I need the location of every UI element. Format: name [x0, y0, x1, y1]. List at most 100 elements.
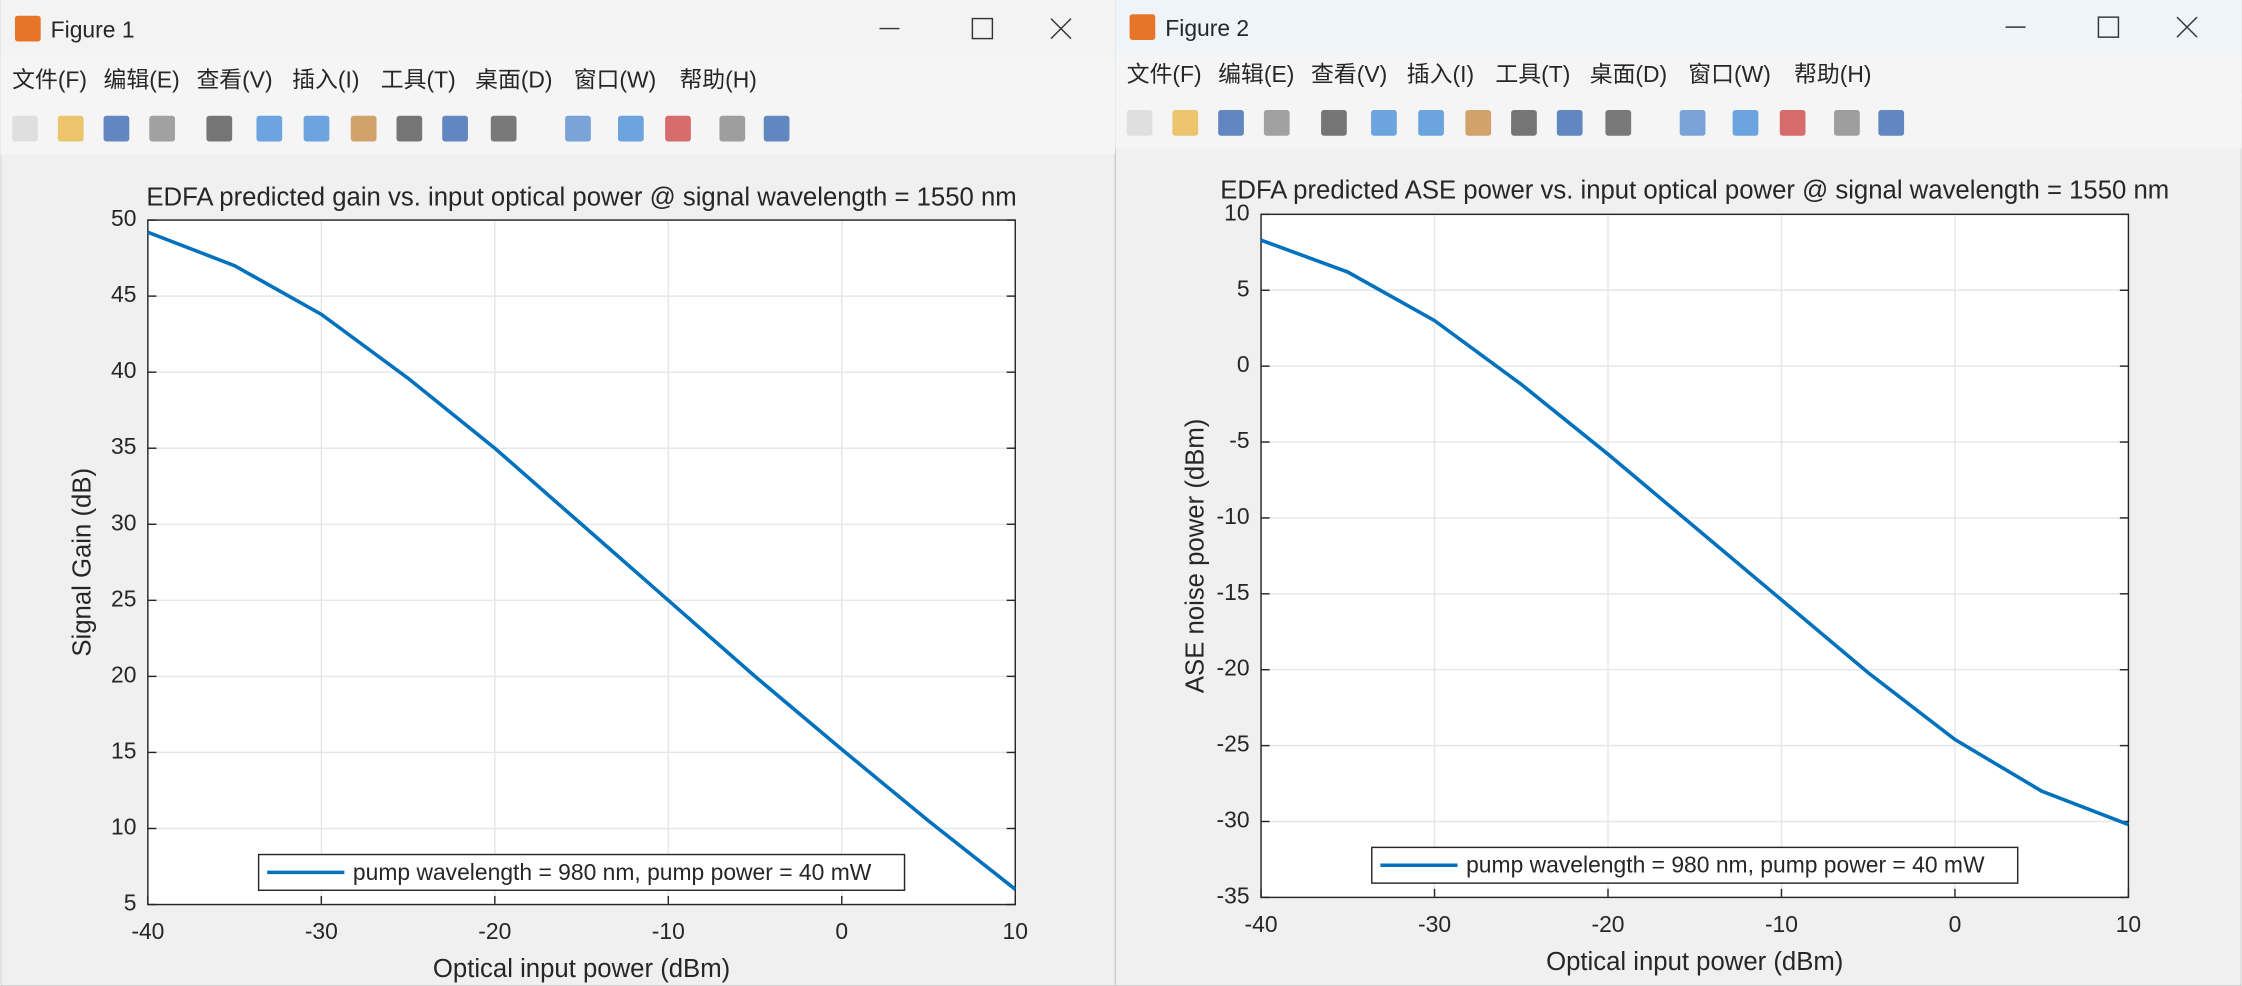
x-tick-label: -30	[1418, 911, 1451, 937]
window-title: Figure 2	[1165, 15, 1249, 41]
x-tick-label: 10	[2116, 911, 2141, 937]
menu-bar	[1115, 54, 2242, 98]
toolbar-button[interactable]	[1263, 110, 1290, 136]
toolbar-button[interactable]	[103, 115, 130, 142]
figure-window: Figure 1 文件(F) 编辑(E) 查看(V) 插入(I) 工具(T) 桌面(D) 窗口…	[0, 0, 1116, 986]
x-axis-label: Optical input power (dBm)	[433, 955, 730, 983]
close-button[interactable]	[2176, 16, 2198, 38]
menu-item[interactable]: 编辑(E)	[1218, 61, 1294, 87]
menu-item[interactable]: 窗口(W)	[1688, 61, 1771, 87]
menu-item[interactable]: 查看(V)	[196, 66, 272, 92]
toolbar-button[interactable]	[1218, 110, 1244, 136]
toolbar-button[interactable]	[1679, 110, 1706, 136]
menu-item[interactable]: 桌面(D)	[1590, 61, 1667, 87]
menu-item[interactable]: 帮助(H)	[1794, 61, 1871, 87]
maximize-button[interactable]	[971, 17, 994, 40]
menu-item[interactable]: 查看(V)	[1311, 61, 1387, 87]
menu-item[interactable]: 帮助(H)	[679, 66, 756, 92]
legend-label: pump wavelength = 980 nm, pump power = 4…	[1466, 852, 1985, 878]
toolbar-button[interactable]	[149, 115, 176, 142]
toolbar-button[interactable]	[303, 115, 330, 142]
toolbar-button[interactable]	[617, 115, 644, 142]
menu-item[interactable]: 文件(F)	[12, 66, 87, 92]
toolbar-button[interactable]	[350, 115, 377, 142]
toolbar-button[interactable]	[57, 115, 84, 142]
toolbar-button[interactable]	[12, 115, 38, 142]
x-tick-label: -40	[131, 918, 164, 944]
y-tick-label: -20	[1217, 655, 1250, 681]
menu-item[interactable]: 插入(I)	[292, 66, 359, 92]
toolbar-button[interactable]	[1126, 110, 1153, 136]
x-tick-label: -20	[1591, 911, 1624, 937]
toolbar-button[interactable]	[396, 115, 423, 142]
toolbar-button[interactable]	[1371, 110, 1397, 136]
y-tick-label: -30	[1217, 807, 1250, 833]
y-tick-label: -15	[1217, 579, 1250, 605]
y-tick-label: 50	[111, 205, 136, 231]
toolbar-button[interactable]	[1172, 110, 1199, 136]
toolbar-button[interactable]	[1878, 110, 1905, 136]
menu-item[interactable]: 工具(T)	[1495, 61, 1570, 87]
menu-item[interactable]: 桌面(D)	[475, 66, 552, 92]
plot-area	[147, 220, 1016, 905]
toolbar-button[interactable]	[1834, 110, 1860, 136]
x-tick-label: 0	[835, 918, 848, 944]
toolbar-button[interactable]	[256, 115, 283, 142]
axes-box	[1260, 213, 2130, 899]
close-button[interactable]	[1050, 18, 1072, 40]
maximize-button[interactable]	[2097, 16, 2120, 38]
x-tick-label: 10	[1003, 918, 1028, 944]
menu-item[interactable]: 插入(I)	[1407, 61, 1474, 87]
toolbar-button[interactable]	[1321, 110, 1347, 136]
toolbar-button[interactable]	[665, 115, 691, 142]
toolbar-button[interactable]	[442, 115, 468, 142]
toolbar-button[interactable]	[1511, 110, 1537, 136]
title-bar	[0, 0, 1116, 58]
y-tick-label: 20	[111, 661, 136, 687]
y-tick-label: -35	[1217, 882, 1250, 908]
toolbar-button[interactable]	[1732, 110, 1759, 136]
x-tick-label: 0	[1949, 911, 1962, 937]
axes-box	[147, 219, 1016, 906]
toolbar-button[interactable]	[763, 115, 790, 142]
y-tick-label: -10	[1217, 503, 1250, 529]
y-tick-label: 5	[124, 890, 137, 916]
y-tick-label: -5	[1229, 427, 1249, 453]
legend	[1371, 846, 2019, 884]
toolbar-button[interactable]	[1605, 110, 1632, 136]
figure-window: Figure 2 文件(F) 编辑(E) 查看(V) 插入(I) 工具(T) 桌面(D) 窗口…	[1115, 0, 2242, 986]
x-tick-label: -30	[305, 918, 338, 944]
app-icon	[14, 15, 41, 42]
y-tick-label: 40	[111, 357, 136, 383]
legend	[257, 853, 906, 891]
app-icon	[1129, 14, 1156, 41]
y-tick-label: 10	[1224, 199, 1249, 225]
toolbar-button[interactable]	[1556, 110, 1583, 136]
toolbar-button[interactable]	[565, 115, 591, 142]
y-tick-label: 15	[111, 737, 136, 763]
x-tick-label: -20	[478, 918, 511, 944]
menu-item[interactable]: 窗口(W)	[574, 66, 657, 92]
menu-item[interactable]: 文件(F)	[1127, 61, 1202, 87]
title-bar	[1115, 0, 2242, 55]
plot-area	[1261, 214, 2129, 898]
chart-title: EDFA predicted gain vs. input optical po…	[146, 183, 1016, 211]
toolbar	[0, 100, 1116, 155]
menu-bar	[0, 57, 1116, 101]
x-axis-label: Optical input power (dBm)	[1546, 948, 1843, 976]
toolbar-button[interactable]	[490, 115, 517, 142]
menu-item[interactable]: 编辑(E)	[104, 66, 180, 92]
y-tick-label: 10	[111, 814, 136, 840]
menu-item[interactable]: 工具(T)	[381, 66, 456, 92]
x-tick-label: -10	[652, 918, 685, 944]
toolbar-button[interactable]	[206, 115, 233, 142]
toolbar-button[interactable]	[1418, 110, 1444, 136]
toolbar-button[interactable]	[1465, 110, 1492, 136]
y-tick-label: 30	[111, 509, 136, 535]
toolbar-button[interactable]	[1779, 110, 1806, 136]
y-tick-label: 45	[111, 281, 136, 307]
toolbar	[1115, 94, 2242, 149]
toolbar-button[interactable]	[719, 115, 746, 142]
